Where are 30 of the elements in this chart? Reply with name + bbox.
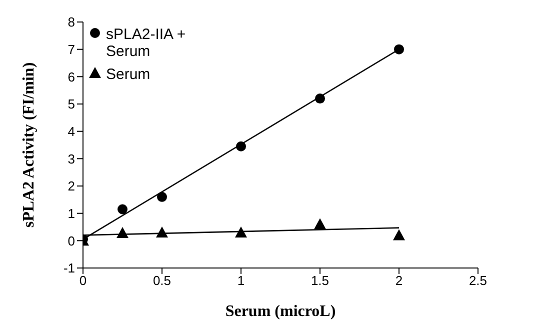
y-tick-label: 4	[68, 124, 75, 139]
x-tick-label: 0	[79, 273, 87, 288]
y-tick-label: 7	[68, 42, 75, 57]
y-axis-title: sPLA2 Activity (FI/min)	[20, 62, 38, 228]
point	[393, 229, 405, 240]
y-tick-label: 5	[68, 96, 75, 112]
point	[315, 94, 325, 104]
point	[118, 204, 128, 214]
point	[394, 44, 404, 54]
y-tick-label: -1	[63, 260, 75, 276]
x-tick-label: 0.5	[152, 273, 172, 288]
x-tick-label: 1.5	[310, 273, 330, 288]
y-tick-label: 2	[68, 178, 75, 194]
legend-label: sPLA2-IIA + Serum	[106, 26, 187, 60]
y-tick-label: 8	[68, 14, 75, 30]
point	[235, 226, 247, 238]
y-tick-label: 1	[68, 206, 75, 221]
x-axis-title: Serum (microL)	[225, 303, 336, 320]
x-tick-label: 2	[395, 273, 403, 288]
y-tick-label: 6	[68, 69, 75, 84]
y-tick-label: 3	[68, 151, 75, 166]
y-tick-label: 0	[68, 233, 75, 248]
point	[156, 226, 168, 238]
x-tick-label: 2.5	[468, 273, 488, 288]
legend-label: Serum	[106, 66, 150, 83]
x-tick-label: 1	[237, 273, 245, 288]
point	[157, 192, 167, 202]
point	[236, 141, 246, 152]
point	[314, 218, 326, 230]
point	[116, 227, 128, 238]
